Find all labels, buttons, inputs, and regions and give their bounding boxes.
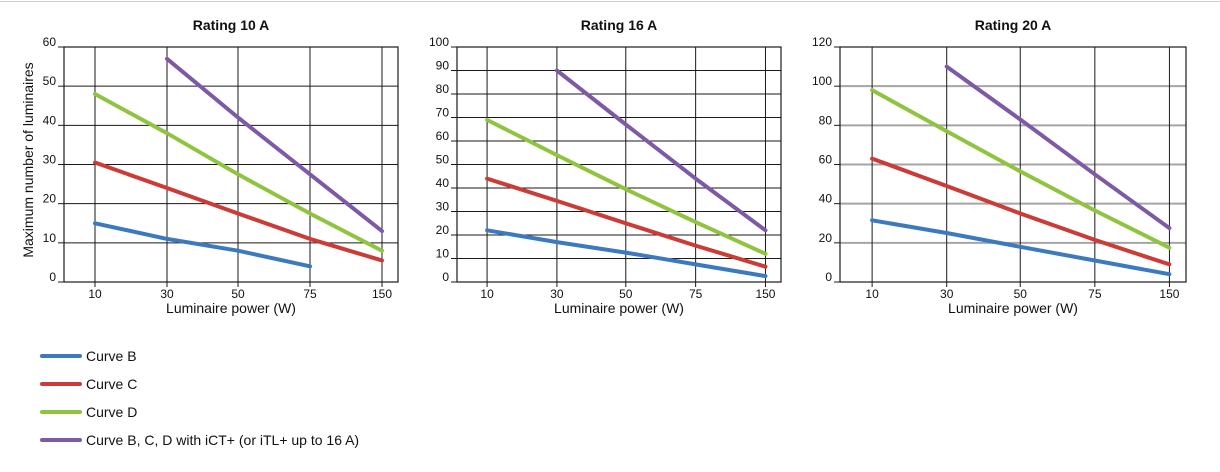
chart-title: Rating 16 A	[581, 17, 658, 33]
y-tick-label: 60	[436, 129, 450, 143]
series-line-4	[554, 68, 768, 233]
y-tick-label: 30	[43, 153, 57, 167]
series-line-1	[870, 218, 1172, 277]
legend-swatch	[40, 354, 82, 358]
y-tick-label: 80	[819, 113, 833, 127]
series-line-1	[485, 228, 768, 279]
chart-panel-2: Rating 16 A 0 10 20 30 40 50 60 70 80 90 100 10 30 50 7…	[429, 17, 782, 316]
series-line-4	[944, 64, 1172, 231]
series-line-2	[93, 160, 384, 263]
chart-panel-1: Rating 10 A 0 10 20 30 40 50 60 10 30 50 75 150 Lumin…	[43, 17, 399, 316]
y-tick-label: 60	[819, 153, 833, 167]
legend-swatch	[40, 382, 82, 386]
y-tick-label: 100	[812, 74, 832, 88]
x-tick-label: 75	[689, 287, 703, 301]
plot-frame	[456, 46, 782, 283]
y-tick-label: 20	[43, 192, 57, 206]
series-line-2	[870, 156, 1172, 267]
y-tick-label: 20	[436, 223, 450, 237]
y-tick-label: 30	[436, 200, 450, 214]
legend-item: Curve D	[40, 398, 359, 426]
y-tick-label: 80	[436, 82, 450, 96]
x-tick-label: 30	[940, 287, 954, 301]
x-axis-label: Luminaire power (W)	[166, 300, 296, 316]
chart-title: Rating 10 A	[193, 17, 270, 33]
top-divider	[0, 1, 1220, 2]
y-tick-label: 10	[43, 231, 57, 245]
series-line-3	[93, 92, 384, 253]
series-line-4	[165, 56, 384, 234]
y-tick-label: 0	[442, 270, 449, 284]
x-tick-label: 30	[160, 287, 174, 301]
charts-canvas: Maximum number of luminaires Rating 10 A…	[20, 17, 1187, 316]
x-axis-label: Luminaire power (W)	[948, 300, 1078, 316]
y-tick-label: 100	[429, 35, 449, 49]
y-tick-label: 50	[43, 74, 57, 88]
x-tick-label: 150	[1159, 287, 1179, 301]
y-tick-label: 40	[819, 192, 833, 206]
y-tick-label: 60	[43, 35, 57, 49]
x-tick-label: 30	[550, 287, 564, 301]
y-tick-label: 70	[436, 106, 450, 120]
y-tick-label: 50	[436, 153, 450, 167]
y-tick-label: 40	[436, 176, 450, 190]
legend-label: Curve B, C, D with iCT+ (or iTL+ up to 1…	[86, 432, 360, 448]
legend-swatch	[40, 438, 82, 442]
y-axis-label: Maximum number of luminaires	[20, 62, 36, 257]
series-line-1	[93, 221, 312, 269]
x-tick-label: 75	[1088, 287, 1102, 301]
series-line-3	[485, 117, 768, 256]
plot-frame	[63, 46, 399, 283]
series-line-3	[870, 88, 1172, 250]
x-tick-label: 10	[865, 287, 879, 301]
legend-swatch	[40, 410, 82, 414]
x-tick-label: 50	[619, 287, 633, 301]
legend: Curve B Curve C Curve D Curve B, C, D with …	[40, 342, 359, 454]
x-tick-label: 50	[1014, 287, 1028, 301]
x-axis-label: Luminaire power (W)	[554, 300, 684, 316]
plot-frame	[839, 46, 1187, 283]
y-tick-label: 90	[436, 59, 450, 73]
legend-label: Curve D	[86, 404, 138, 420]
legend-item: Curve C	[40, 370, 359, 398]
x-tick-label: 50	[231, 287, 245, 301]
x-tick-label: 150	[372, 287, 392, 301]
y-tick-label: 20	[819, 231, 833, 245]
legend-label: Curve C	[86, 376, 138, 392]
x-tick-label: 150	[755, 287, 775, 301]
chart-panel-3: Rating 20 A 0 20 40 60 80 100 120 10 30 50 75 150 Lum…	[812, 17, 1187, 316]
y-tick-label: 120	[812, 35, 832, 49]
legend-item: Curve B	[40, 342, 359, 370]
y-tick-label: 0	[49, 270, 56, 284]
legend-label: Curve B	[86, 348, 137, 364]
x-tick-label: 75	[303, 287, 317, 301]
chart-title: Rating 20 A	[975, 17, 1052, 33]
legend-item: Curve B, C, D with iCT+ (or iTL+ up to 1…	[40, 426, 359, 454]
y-tick-label: 0	[825, 270, 832, 284]
y-tick-label: 40	[43, 113, 57, 127]
x-tick-label: 10	[88, 287, 102, 301]
x-tick-label: 10	[480, 287, 494, 301]
y-tick-label: 10	[436, 247, 450, 261]
series-line-2	[485, 176, 768, 269]
